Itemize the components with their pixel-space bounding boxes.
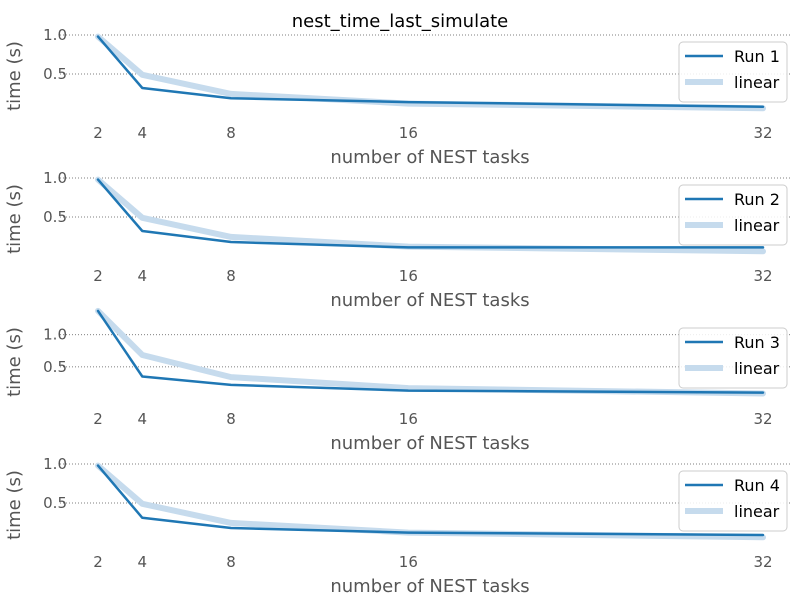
x-tick-label: 2 — [93, 410, 103, 428]
x-tick-label: 2 — [93, 553, 103, 571]
series-line-run — [96, 178, 765, 249]
series-line-linear — [95, 176, 766, 255]
x-tick-label: 4 — [138, 553, 148, 571]
series-line-linear — [95, 307, 766, 397]
legend: Run 3 linear — [678, 327, 788, 389]
legend-label: linear — [734, 502, 780, 521]
x-tick-label: 32 — [753, 267, 772, 285]
y-tick-label: 0.5 — [43, 494, 67, 512]
y-axis-label: time (s) — [4, 327, 25, 397]
series-line-linear — [95, 33, 766, 112]
y-axis-label: time (s) — [4, 470, 25, 540]
legend: Run 1 linear — [678, 41, 788, 103]
legend-label: Run 1 — [734, 47, 780, 66]
series-line-run — [96, 464, 765, 537]
y-tick-label: 1.0 — [43, 169, 67, 187]
x-tick-label: 32 — [753, 553, 772, 571]
x-tick-label: 8 — [226, 410, 236, 428]
series-line-run — [96, 309, 765, 394]
x-tick-label: 8 — [226, 267, 236, 285]
x-tick-label: 8 — [226, 124, 236, 142]
x-tick-label: 16 — [399, 553, 418, 571]
chart-panel-2: 0.5 1.0 2 4 8 16 32 number of NEST tasks time (s… — [4, 169, 790, 311]
legend: Run 4 linear — [678, 470, 788, 532]
x-tick-label: 4 — [138, 124, 148, 142]
y-tick-label: 0.5 — [43, 65, 67, 83]
x-tick-label: 32 — [753, 410, 772, 428]
y-tick-label: 1.0 — [43, 326, 67, 344]
chart-panel-3: 0.5 1.0 2 4 8 16 32 number of NEST tasks time (s… — [4, 307, 790, 454]
series-line-linear — [95, 462, 766, 541]
x-axis-label: number of NEST tasks — [330, 147, 529, 168]
figure-title: nest_time_last_simulate — [292, 11, 509, 32]
x-axis-label: number of NEST tasks — [330, 576, 529, 597]
y-tick-label: 0.5 — [43, 358, 67, 376]
y-axis-label: time (s) — [4, 184, 25, 254]
legend-label: linear — [734, 73, 780, 92]
chart-panel-1: 0.5 1.0 2 4 8 16 32 number of NEST tasks time (s… — [4, 26, 790, 168]
y-tick-label: 1.0 — [43, 26, 67, 44]
x-tick-label: 16 — [399, 267, 418, 285]
x-tick-label: 2 — [93, 124, 103, 142]
x-tick-label: 32 — [753, 124, 772, 142]
x-axis-label: number of NEST tasks — [330, 433, 529, 454]
x-tick-label: 8 — [226, 553, 236, 571]
x-tick-label: 4 — [138, 410, 148, 428]
x-tick-label: 4 — [138, 267, 148, 285]
y-axis-label: time (s) — [4, 41, 25, 111]
x-axis-label: number of NEST tasks — [330, 290, 529, 311]
chart-panel-4: 0.5 1.0 2 4 8 16 32 number of NEST tasks time (s… — [4, 455, 790, 597]
legend-label: Run 3 — [734, 333, 780, 352]
x-tick-label: 16 — [399, 410, 418, 428]
y-tick-label: 1.0 — [43, 455, 67, 473]
legend-label: Run 2 — [734, 190, 780, 209]
legend-label: linear — [734, 216, 780, 235]
y-tick-label: 0.5 — [43, 208, 67, 226]
series-line-run — [96, 35, 765, 109]
x-tick-label: 2 — [93, 267, 103, 285]
x-tick-label: 16 — [399, 124, 418, 142]
legend-label: linear — [734, 359, 780, 378]
legend: Run 2 linear — [678, 184, 788, 246]
legend-label: Run 4 — [734, 476, 780, 495]
